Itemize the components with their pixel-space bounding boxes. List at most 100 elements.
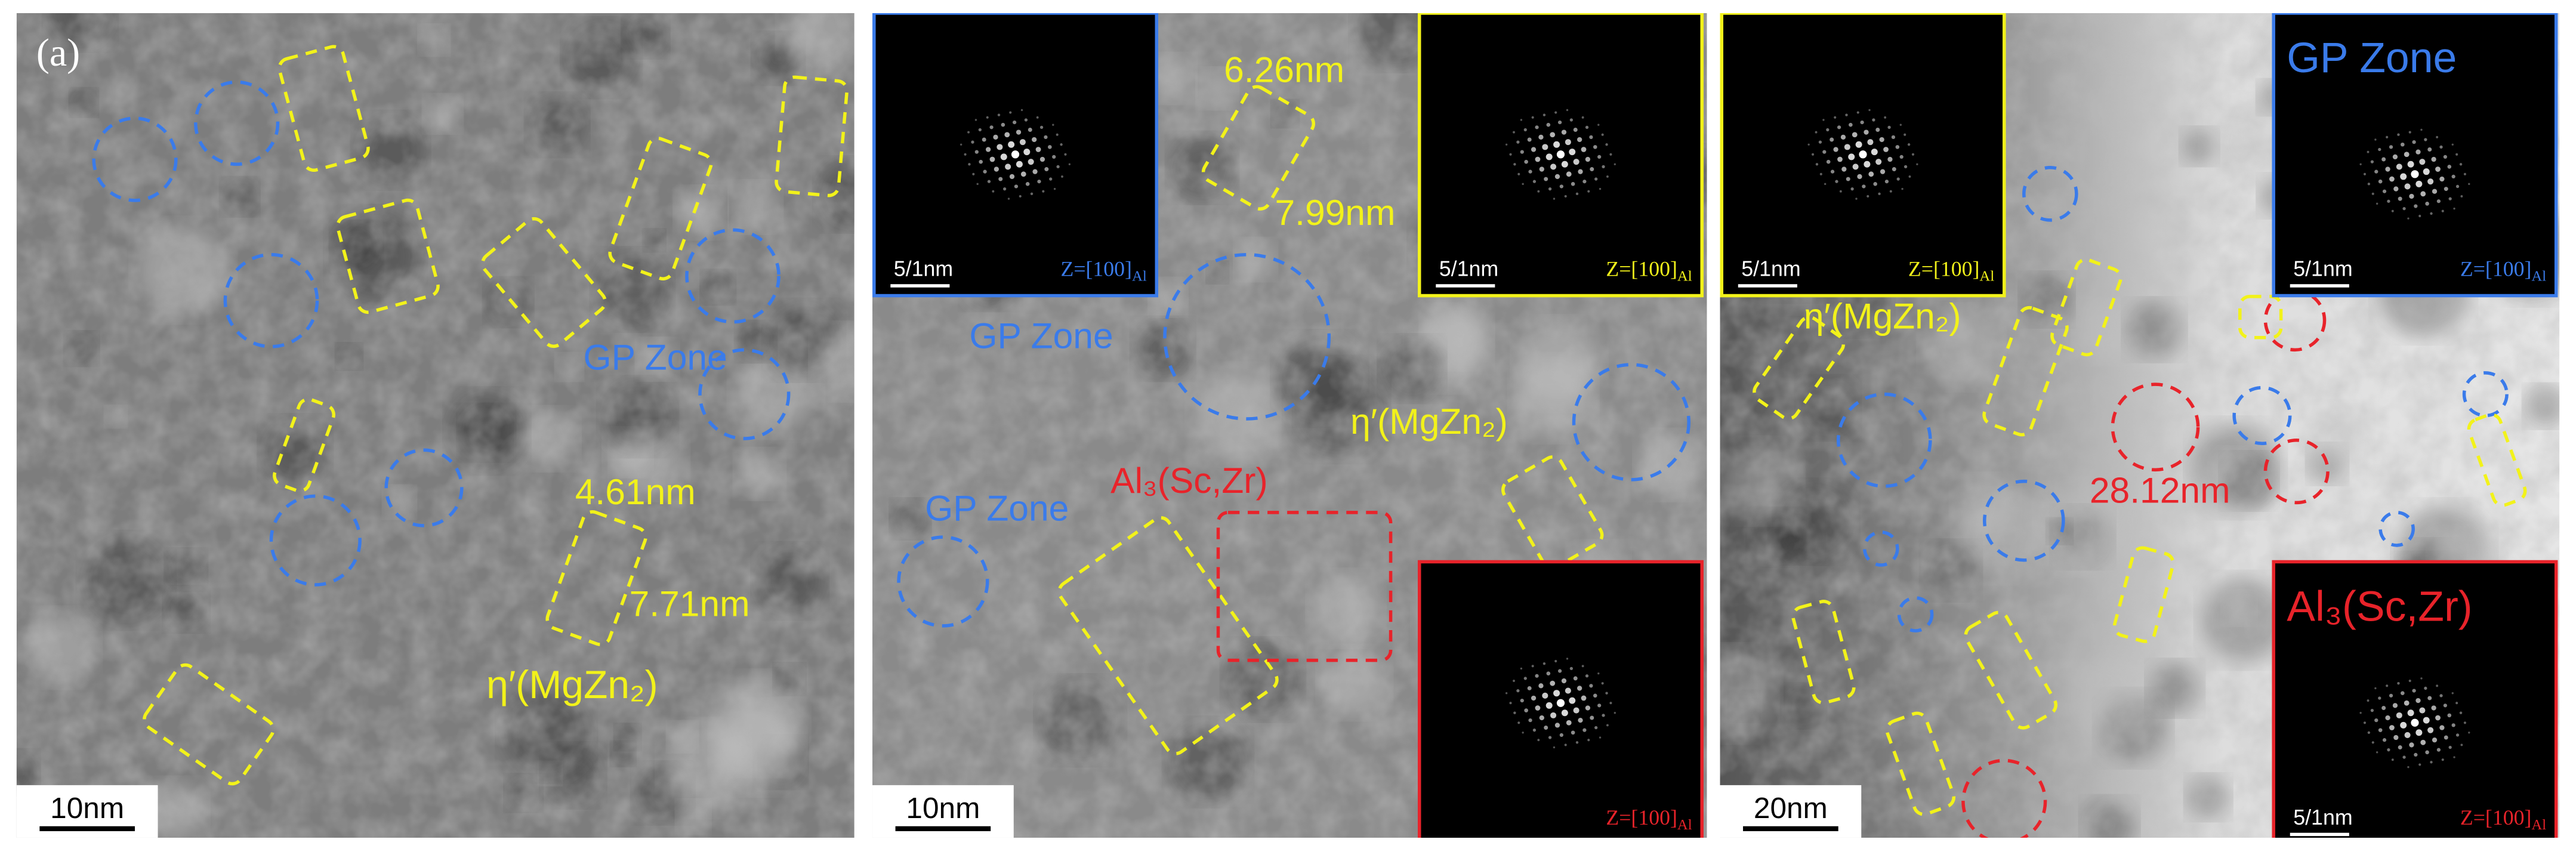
- diffraction-spot: [1020, 171, 1026, 177]
- diffraction-spot: [1845, 113, 1848, 116]
- diffraction-spot: [1517, 172, 1520, 175]
- diffraction-spot: [1904, 133, 1906, 136]
- diffraction-spot: [2374, 169, 2378, 174]
- diffraction-spot: [1566, 109, 1569, 112]
- diffraction-spot: [1824, 183, 1827, 186]
- diffraction-spot: [1597, 155, 1602, 159]
- annotation: η′(MgZn₂): [1350, 401, 1508, 442]
- diffraction-spot: [2436, 135, 2439, 138]
- diffraction-spot: [1064, 153, 1067, 156]
- panel: 6.26nm 7.99nm GP Zone η′(MgZn₂) GP Zone Al₃(S…: [872, 13, 1707, 838]
- diffraction-spot: [1569, 666, 1574, 671]
- precipitate-marker: [1501, 455, 1604, 570]
- particle-marker: [897, 535, 989, 628]
- diffraction-spot: [2370, 708, 2374, 712]
- diffraction-spot: [1904, 165, 1908, 169]
- inset-scale-label: 5/1nm: [1439, 257, 1498, 280]
- annotation: GP Zone: [925, 488, 1069, 529]
- zone-axis-sub: Al: [1677, 269, 1692, 285]
- diffraction-spot: [1009, 174, 1015, 180]
- diffraction-spot: [994, 166, 999, 172]
- diffraction-spot: [1566, 720, 1572, 726]
- diffraction-spot: [1557, 120, 1562, 125]
- diffraction-spot: [2411, 718, 2419, 727]
- diffraction-spot: [1887, 125, 1891, 129]
- precipitate-marker: [1791, 600, 1856, 705]
- diffraction-spot: [1830, 137, 1834, 142]
- diffraction-spot: [1587, 739, 1590, 742]
- noise: [16, 13, 854, 838]
- diffraction-spot: [1537, 739, 1540, 742]
- diffraction-spot: [1561, 709, 1568, 717]
- particle-marker: [1572, 363, 1690, 482]
- diffraction-spot: [2420, 677, 2423, 680]
- particle-marker: [223, 252, 319, 348]
- diffraction-spot: [1559, 184, 1563, 189]
- precipitate-marker: [481, 217, 607, 348]
- annotation: 7.71nm: [630, 583, 750, 624]
- diffraction-spot: [1844, 144, 1850, 150]
- diffraction-spot: [2376, 751, 2378, 754]
- diffraction-spot: [1846, 177, 1850, 181]
- diffraction-spot: [1826, 128, 1830, 132]
- diffraction-spot: [1516, 140, 1520, 144]
- diffraction-spot: [1531, 116, 1534, 119]
- particle-marker: [2232, 385, 2292, 446]
- diffraction-spot: [1553, 690, 1560, 697]
- diffraction-spot: [1833, 147, 1838, 152]
- diffraction-spot: [971, 140, 974, 144]
- precipitate-marker: [1057, 516, 1279, 755]
- diffraction-spot: [1573, 127, 1578, 132]
- diffraction-spot: [2430, 761, 2433, 764]
- diffraction-spot: [1039, 125, 1044, 129]
- diffraction-spot: [2371, 192, 2374, 195]
- diffraction-spot: [997, 144, 1003, 150]
- diffraction-spot: [1884, 180, 1889, 184]
- diffraction-spot: [1855, 198, 1858, 200]
- diffraction-spot: [2371, 741, 2374, 744]
- zone-axis-main: Z=[100]: [2460, 806, 2532, 829]
- diffraction-spot: [2408, 679, 2411, 683]
- fft-inset: 5/1nm Z=[100]Al: [872, 13, 1159, 298]
- diffraction-spot: [1566, 171, 1572, 177]
- diffraction-spot: [2391, 758, 2394, 761]
- diffraction-spot: [1014, 184, 1019, 189]
- scale-bar: [1743, 826, 1838, 831]
- diffraction-spot: [2396, 712, 2402, 718]
- fft-inset: Z=[100]Al: [1417, 560, 1704, 838]
- diffraction-spot: [1546, 122, 1551, 127]
- precipitate-marker: [2112, 546, 2175, 643]
- zone-axis-sub: Al: [2531, 817, 2546, 833]
- diffraction-spot: [1532, 180, 1537, 183]
- diffraction-spot: [1822, 150, 1827, 154]
- diffraction-spot: [1550, 132, 1556, 138]
- diffraction-spot: [1834, 116, 1837, 119]
- diffraction-spot: [1023, 149, 1031, 156]
- diffraction-spot: [1522, 183, 1524, 186]
- diffraction-spot: [985, 147, 991, 152]
- diffraction-spot: [2451, 692, 2454, 695]
- diffraction-spot: [1589, 135, 1593, 139]
- diffraction-spot: [1564, 195, 1567, 198]
- diffraction-spot: [1573, 159, 1579, 165]
- diffraction-spot: [979, 159, 983, 164]
- diffraction-spot: [1028, 159, 1034, 165]
- diffraction-spot: [1052, 155, 1056, 159]
- diffraction-spot: [2382, 738, 2387, 742]
- inset-title: Al₃(Sc,Zr): [2287, 583, 2472, 631]
- diffraction-spot: [2419, 159, 2426, 165]
- diffraction-spot: [1052, 124, 1054, 126]
- diffraction-spot: [992, 190, 995, 193]
- diffraction-spot: [2436, 199, 2441, 203]
- diffraction-spot: [1516, 689, 1520, 693]
- diffraction-spot: [2407, 766, 2410, 769]
- diffraction-spot: [1578, 169, 1583, 174]
- diffraction-spot: [1569, 118, 1574, 122]
- diffraction-spot: [1554, 174, 1560, 180]
- diffraction-spot: [1807, 143, 1810, 146]
- diffraction-spot: [2415, 698, 2421, 703]
- particle-marker: [2378, 511, 2415, 547]
- diffraction-spot: [1602, 165, 1605, 169]
- diffraction-spot: [978, 128, 982, 132]
